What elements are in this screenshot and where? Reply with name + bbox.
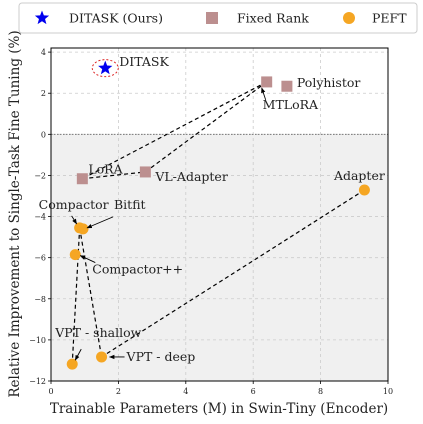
x-tick-label: 8	[318, 387, 323, 396]
label-arrow	[74, 348, 82, 361]
plot-frame	[50, 47, 389, 382]
y-tick-label: 0	[41, 130, 46, 139]
legend-star-marker	[34, 10, 50, 25]
legend-label: DITASK (Ours)	[69, 11, 163, 26]
point-label: Adapter	[333, 168, 385, 183]
y-tick-label: −2	[34, 171, 46, 180]
x-tick-label: 6	[251, 387, 256, 396]
point-label: Compactor++	[92, 262, 183, 277]
connection-line	[101, 189, 365, 358]
point-label: LoRA	[88, 162, 123, 177]
point-circle-marker	[96, 351, 108, 363]
y-axis-label: Relative Improvement to Single-Task Fine…	[7, 30, 23, 397]
x-tick-label: 10	[383, 387, 393, 396]
x-tick-label: 4	[183, 387, 188, 396]
x-tick-label: 0	[48, 387, 53, 396]
point-square-marker	[281, 80, 293, 92]
label-arrow	[86, 216, 114, 229]
point-square-marker	[139, 166, 151, 178]
label-arrow	[71, 215, 78, 225]
label-arrow	[79, 255, 96, 263]
y-tick-label: −10	[29, 336, 46, 345]
y-tick-label: 2	[41, 89, 46, 98]
point-label: VL-Adapter	[154, 169, 227, 184]
point-circle-marker	[69, 249, 81, 261]
y-tick-label: −12	[29, 377, 46, 386]
legend-circle-marker	[343, 12, 355, 24]
point-label: Bitfit	[114, 197, 146, 212]
label-arrow	[261, 87, 267, 101]
point-square-marker	[76, 173, 88, 185]
y-tick-label: 4	[41, 48, 46, 57]
point-star-marker	[98, 60, 113, 75]
y-tick-label: −4	[34, 213, 46, 222]
point-label: VPT - deep	[126, 349, 196, 364]
legend-square-marker	[206, 12, 218, 24]
point-circle-marker	[358, 184, 370, 196]
y-tick-label: −8	[34, 295, 46, 304]
point-label: Polyhistor	[297, 75, 361, 90]
point-label: DITASK	[119, 54, 169, 69]
point-label: VPT - shallow	[54, 325, 141, 340]
x-tick-label: 2	[116, 387, 121, 396]
y-tick-label: −6	[34, 254, 46, 263]
point-circle-marker	[66, 358, 78, 370]
legend-label: PEFT	[372, 11, 407, 26]
point-label: MTLoRA	[263, 97, 319, 112]
connection-line	[82, 171, 146, 180]
highlight-ellipse	[91, 59, 119, 78]
point-circle-marker	[77, 223, 89, 235]
x-axis-label: Trainable Parameters (M) in Swin-Tiny (E…	[50, 401, 388, 417]
connection-line	[79, 227, 103, 358]
legend-label: Fixed Rank	[237, 11, 309, 26]
point-square-marker	[261, 76, 273, 88]
point-label: Compactor	[39, 197, 109, 212]
